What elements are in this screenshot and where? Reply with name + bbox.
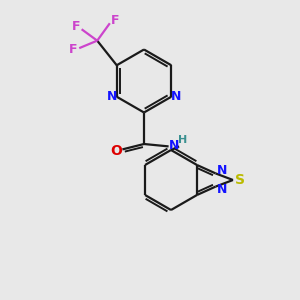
Text: H: H [178, 135, 188, 145]
Text: N: N [216, 182, 227, 196]
Text: O: O [110, 144, 122, 158]
Text: S: S [235, 173, 245, 187]
Text: N: N [216, 164, 227, 178]
Text: N: N [169, 139, 179, 152]
Text: F: F [69, 43, 77, 56]
Text: F: F [111, 14, 119, 27]
Text: N: N [106, 90, 117, 103]
Text: F: F [72, 20, 80, 33]
Text: N: N [171, 90, 182, 103]
